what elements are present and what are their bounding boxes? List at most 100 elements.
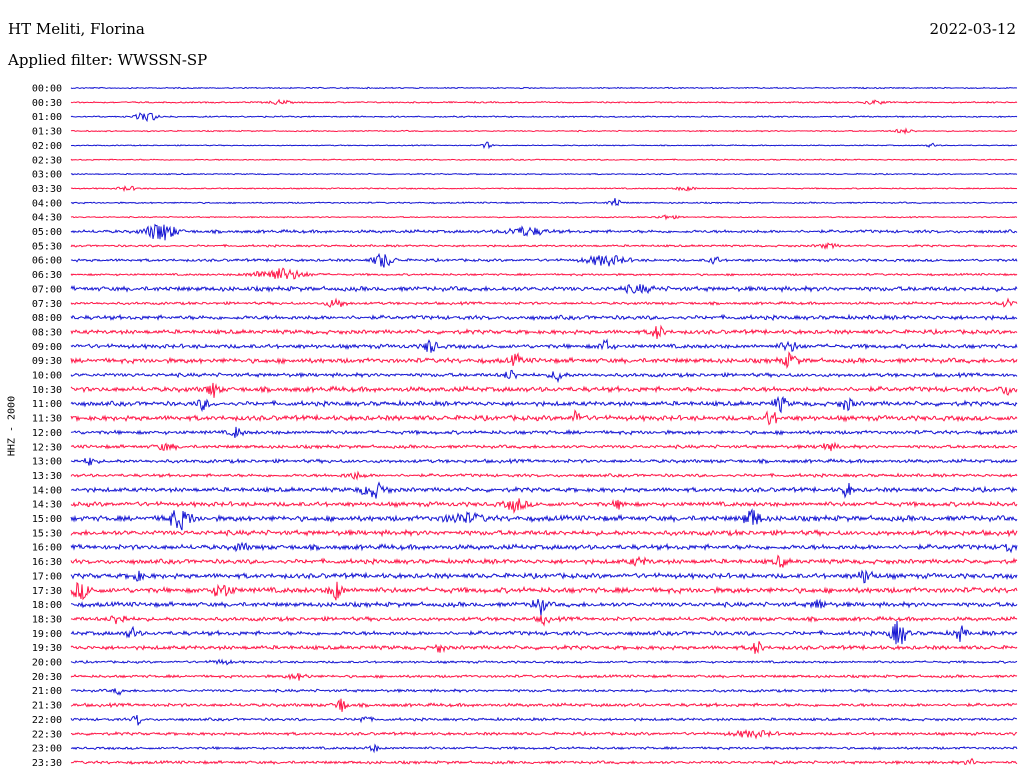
time-tick-label: 06:30	[32, 270, 62, 281]
time-tick-label: 07:30	[32, 299, 62, 310]
time-tick-label: 16:00	[32, 543, 62, 554]
trace-line	[70, 267, 1018, 280]
time-tick-label: 14:00	[32, 485, 62, 496]
trace-line	[70, 223, 1018, 241]
time-tick-label: 21:00	[32, 686, 62, 697]
time-tick-label: 19:30	[32, 643, 62, 654]
trace-line	[70, 283, 1018, 295]
trace-line	[70, 395, 1018, 414]
trace-line	[70, 658, 1018, 666]
trace-line	[70, 441, 1018, 452]
time-tick-label: 01:30	[32, 127, 62, 138]
time-tick-label: 16:30	[32, 557, 62, 568]
time-tick-label: 14:30	[32, 500, 62, 511]
trace-line	[70, 369, 1018, 384]
trace-line	[70, 728, 1018, 740]
time-tick-label: 11:00	[32, 399, 62, 410]
trace-line	[70, 672, 1018, 681]
trace-line	[70, 541, 1018, 554]
trace-line	[70, 457, 1018, 466]
trace-group	[70, 86, 1018, 766]
trace-line	[70, 615, 1018, 627]
trace-line	[70, 185, 1018, 193]
time-tick-label: 11:30	[32, 414, 62, 425]
trace-line	[70, 569, 1018, 584]
time-tick-label: 04:00	[32, 198, 62, 209]
time-tick-label: 19:00	[32, 629, 62, 640]
time-tick-label: 00:00	[32, 84, 62, 95]
time-tick-label: 21:30	[32, 701, 62, 712]
trace-line	[70, 508, 1018, 531]
station-title: HT Meliti, Florina	[8, 20, 145, 38]
time-tick-label: 10:30	[32, 385, 62, 396]
trace-line	[70, 382, 1018, 398]
trace-line	[70, 98, 1018, 106]
date-label: 2022-03-12	[929, 20, 1016, 38]
trace-line	[70, 554, 1018, 568]
time-tick-label: 23:00	[32, 744, 62, 755]
time-tick-label: 03:30	[32, 184, 62, 195]
time-tick-label: 22:00	[32, 715, 62, 726]
trace-line	[70, 470, 1018, 481]
trace-line	[70, 172, 1018, 176]
time-tick-label: 10:00	[32, 371, 62, 382]
trace-line	[70, 112, 1018, 123]
trace-line	[70, 743, 1018, 754]
time-tick-label: 01:00	[32, 112, 62, 123]
trace-line	[70, 86, 1018, 90]
time-tick-label: 13:30	[32, 471, 62, 482]
time-tick-label: 05:00	[32, 227, 62, 238]
trace-line	[70, 528, 1018, 538]
trace-line	[70, 698, 1018, 712]
trace-line	[70, 324, 1018, 340]
time-tick-label: 15:00	[32, 514, 62, 525]
trace-line	[70, 498, 1018, 515]
time-tick-label: 07:00	[32, 284, 62, 295]
trace-line	[70, 598, 1018, 616]
trace-line	[70, 409, 1018, 426]
time-tick-label: 02:30	[32, 155, 62, 166]
trace-line	[70, 313, 1018, 322]
time-tick-label: 18:00	[32, 600, 62, 611]
trace-line	[70, 351, 1018, 370]
time-tick-label: 02:00	[32, 141, 62, 152]
tick-label-group: 00:00 00:30 01:00 01:30 02:00 02:30 03:00 03:30…	[32, 84, 62, 769]
trace-line	[70, 714, 1018, 726]
trace-line	[70, 641, 1018, 654]
filter-label: Applied filter: WWSSN-SP	[8, 51, 208, 69]
trace-line	[70, 214, 1018, 221]
time-tick-label: 18:30	[32, 614, 62, 625]
trace-line	[70, 581, 1018, 601]
time-tick-label: 06:00	[32, 256, 62, 267]
trace-line	[70, 757, 1018, 766]
trace-line	[70, 338, 1018, 353]
trace-line	[70, 158, 1018, 162]
trace-line	[71, 481, 1018, 499]
trace-line	[70, 688, 1018, 696]
time-tick-label: 23:30	[32, 758, 62, 769]
trace-line	[70, 242, 1018, 250]
time-tick-label: 20:00	[32, 658, 62, 669]
time-tick-label: 22:30	[32, 729, 62, 740]
time-tick-label: 20:30	[32, 672, 62, 683]
time-tick-label: 15:30	[32, 528, 62, 539]
trace-line	[70, 127, 1018, 135]
time-tick-label: 08:30	[32, 327, 62, 338]
trace-line	[70, 141, 1018, 150]
trace-line	[70, 198, 1018, 207]
time-tick-label: 00:30	[32, 98, 62, 109]
trace-line	[70, 297, 1018, 308]
time-tick-label: 12:00	[32, 428, 62, 439]
trace-line	[70, 620, 1018, 645]
time-tick-label: 12:30	[32, 442, 62, 453]
time-tick-label: 09:00	[32, 342, 62, 353]
time-tick-label: 08:00	[32, 313, 62, 324]
time-tick-label: 09:30	[32, 356, 62, 367]
trace-line	[70, 252, 1018, 268]
trace-line	[70, 426, 1018, 438]
time-tick-label: 13:00	[32, 457, 62, 468]
time-tick-label: 04:30	[32, 213, 62, 224]
time-tick-label: 17:30	[32, 586, 62, 597]
time-tick-label: 03:00	[32, 170, 62, 181]
